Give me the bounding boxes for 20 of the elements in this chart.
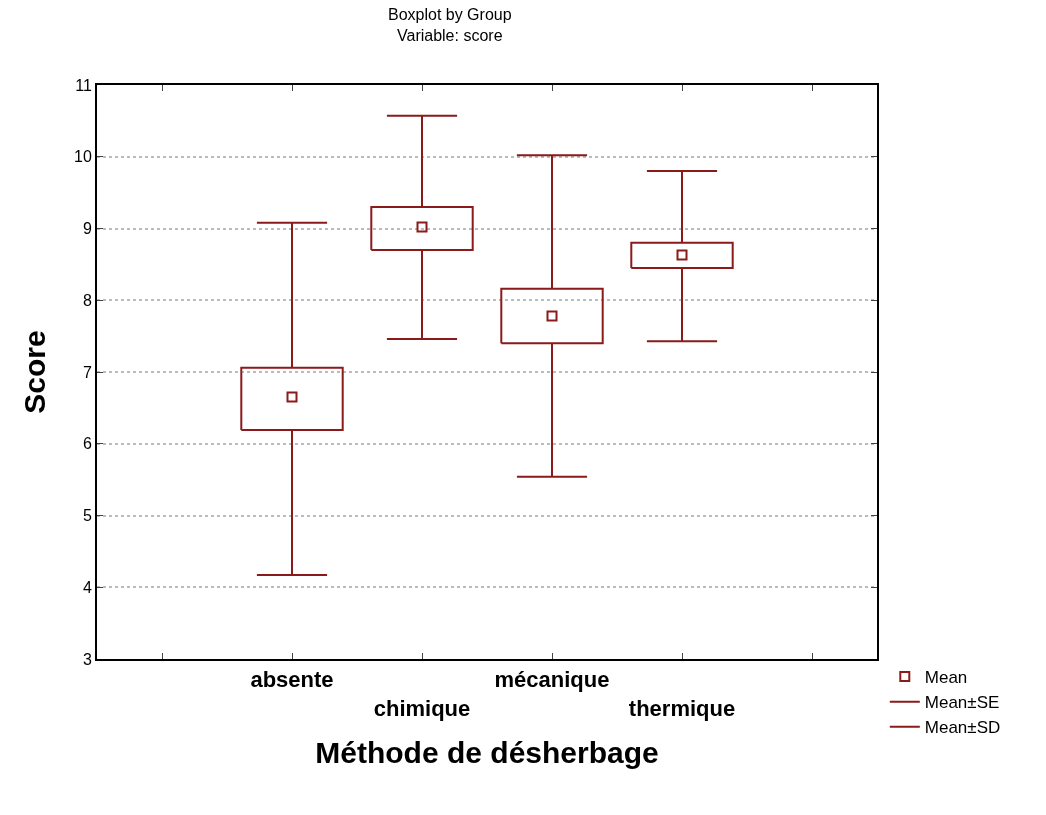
y-axis-title: Score (17, 330, 51, 414)
y-tick-label: 8 (82, 291, 92, 309)
chart-title: Boxplot by Group (387, 6, 512, 24)
y-tick-label: 3 (82, 650, 92, 668)
text: Mean (924, 668, 968, 688)
x-tick-label: mécanique (494, 667, 610, 693)
y-tick-label: 10 (74, 148, 92, 166)
chart-subtitle: Variable: score (397, 27, 503, 45)
y-tick-label: 9 (82, 220, 92, 238)
x-axis-title: Méthode de désherbage (315, 736, 659, 769)
y-tick-label: 6 (82, 435, 92, 453)
x-tick-label: absente (250, 667, 334, 693)
y-tick-label: 4 (82, 578, 92, 596)
y-tick-label: 5 (82, 507, 92, 525)
x-tick-label: thermique (628, 696, 736, 721)
text: Mean±SD (924, 718, 1001, 738)
y-tick-label: 11 (75, 76, 92, 94)
text: Mean±SE (924, 693, 1000, 713)
x-tick-label: chimique (373, 696, 471, 721)
y-tick-label: 7 (82, 363, 92, 381)
